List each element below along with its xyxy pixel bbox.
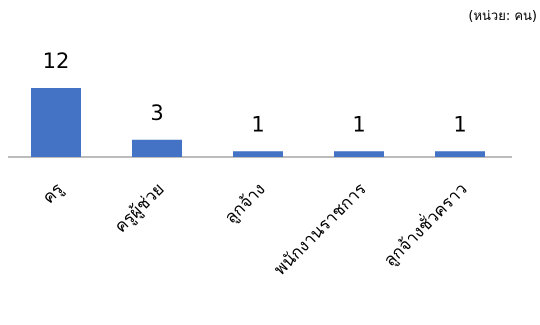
value-label-1: 3 bbox=[150, 101, 163, 125]
category-label-4: ลูกจ้างชั่วคราว bbox=[378, 177, 471, 270]
category-label-3: พนักงานราชการ bbox=[270, 179, 370, 279]
bar-0 bbox=[31, 88, 81, 157]
category-label-2: ลูกจ้าง bbox=[221, 179, 269, 227]
value-label-3: 1 bbox=[352, 112, 365, 136]
bar-1 bbox=[132, 139, 182, 157]
value-label-2: 1 bbox=[251, 112, 264, 136]
value-labels-group: 12 3 1 1 1 bbox=[43, 49, 467, 136]
category-labels-group: ครู ครูผู้ช่วย ลูกจ้าง พนักงานราชการ ลูกจ้าง… bbox=[39, 177, 472, 279]
unit-note: (หน่วย: คน) bbox=[468, 9, 537, 24]
category-label-1: ครูผู้ช่วย bbox=[111, 179, 169, 237]
value-label-4: 1 bbox=[453, 112, 466, 136]
bars-group bbox=[31, 88, 485, 157]
bar-4 bbox=[435, 151, 485, 157]
value-label-0: 12 bbox=[43, 49, 70, 73]
bar-3 bbox=[334, 151, 384, 157]
category-label-0: ครู bbox=[39, 179, 68, 208]
bar-2 bbox=[233, 151, 283, 157]
